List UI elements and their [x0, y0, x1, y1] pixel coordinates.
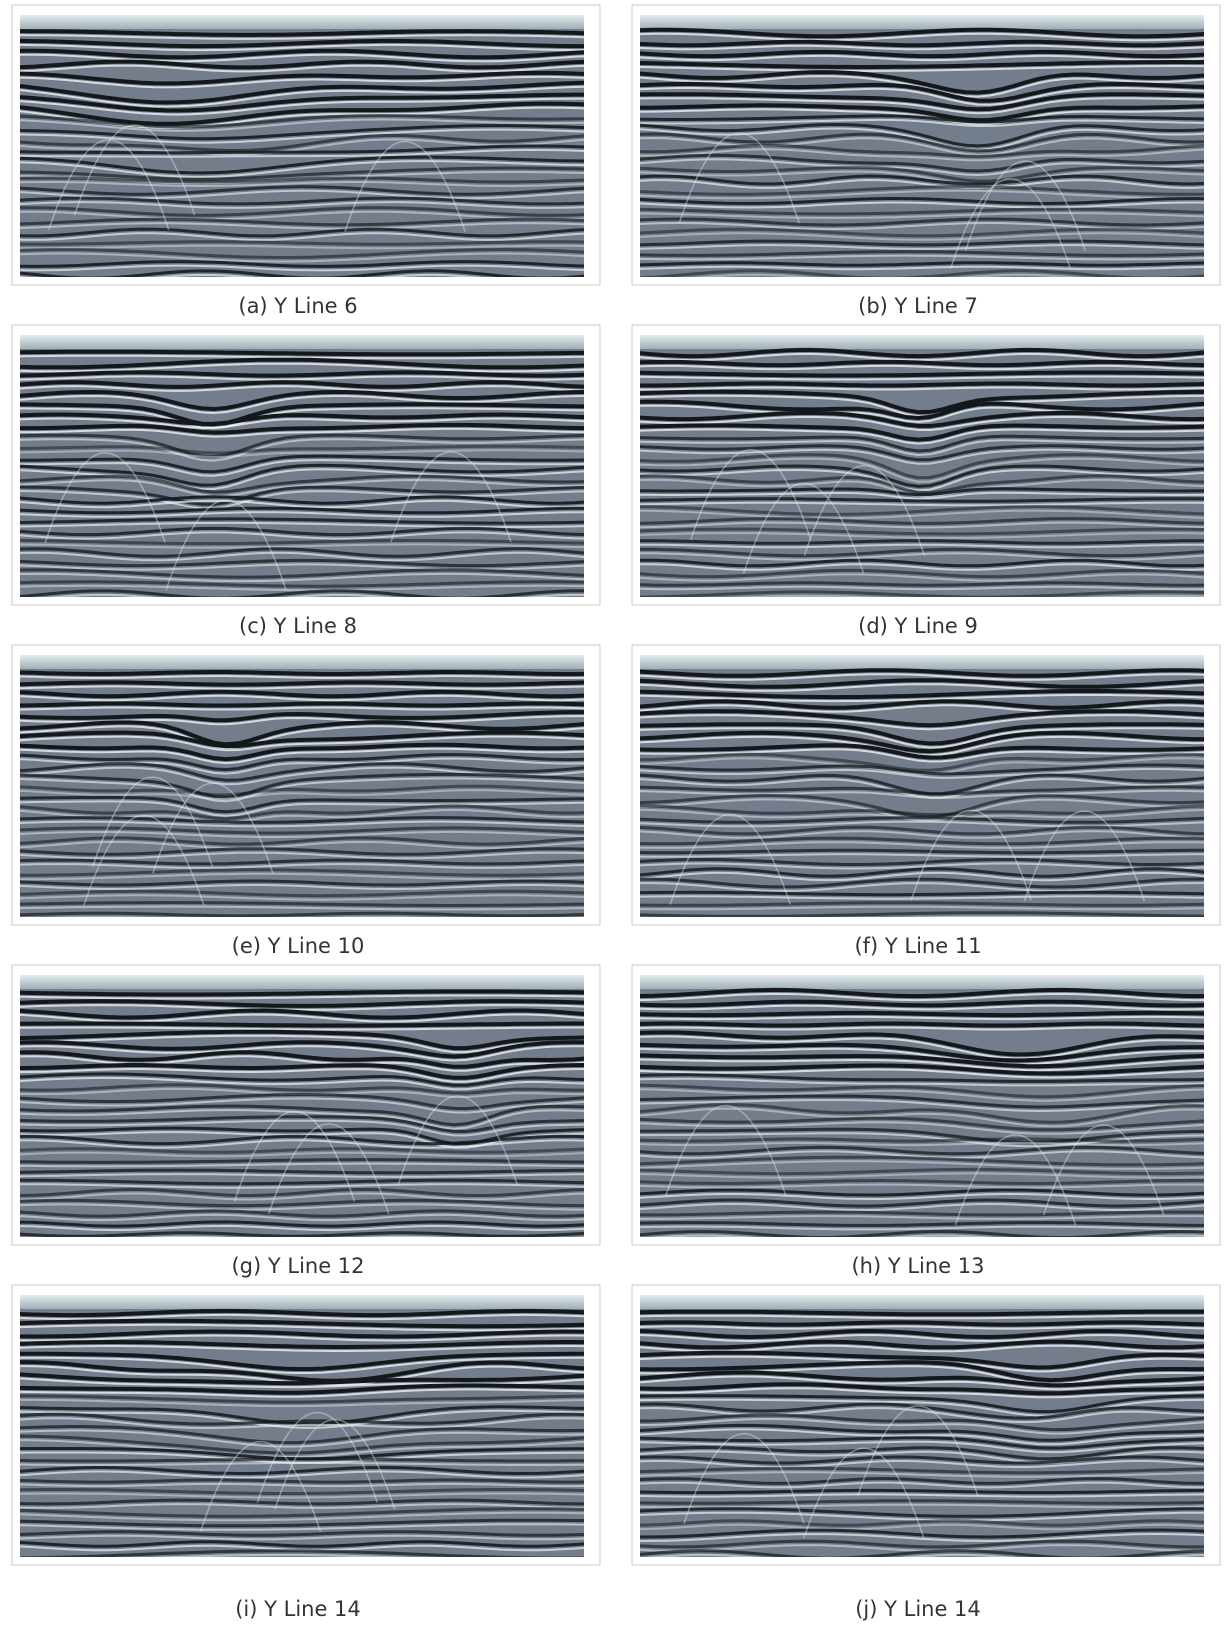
caption: (d) Y Line 9: [858, 614, 978, 638]
surface-band: [20, 15, 584, 29]
caption: (j) Y Line 14: [855, 1597, 981, 1621]
radargram-image: [630, 1295, 1206, 1562]
radargram-image: [630, 655, 1206, 920]
caption: (b) Y Line 7: [858, 294, 978, 318]
radargram-panel: [630, 325, 1220, 605]
surface-band: [640, 15, 1204, 29]
radargram-image: [10, 15, 586, 282]
caption: (a) Y Line 6: [238, 294, 357, 318]
dark-reflection: [10, 242, 586, 244]
radargram-panel: [10, 645, 600, 925]
surface-band: [20, 975, 584, 989]
surface-band: [20, 1295, 584, 1309]
radargram-panel: [630, 965, 1220, 1245]
radargram-panel: [10, 5, 600, 285]
caption: (i) Y Line 14: [235, 1597, 361, 1621]
radargram-panel: [10, 1285, 600, 1565]
dark-reflection: [10, 682, 586, 684]
surface-band: [20, 335, 584, 349]
caption: (e) Y Line 10: [232, 934, 365, 958]
figure: (a) Y Line 6 (b) Y Line 7 (c) Y Line 8 (d) …: [0, 0, 1231, 1633]
surface-band: [640, 1295, 1204, 1309]
caption: (f) Y Line 11: [854, 934, 981, 958]
dark-reflection: [630, 1322, 1206, 1324]
surface-band: [640, 335, 1204, 349]
dark-reflection: [10, 672, 586, 674]
radargram-panel: [630, 5, 1220, 285]
dark-reflection: [630, 384, 1206, 386]
surface-band: [20, 655, 584, 669]
dark-reflection: [10, 704, 586, 706]
page: (a) Y Line 6 (b) Y Line 7 (c) Y Line 8 (d) …: [0, 0, 1231, 1633]
radargram-panel: [630, 1285, 1220, 1565]
radargram-image: [10, 655, 586, 920]
radargram-image: [630, 335, 1206, 601]
dark-reflection: [10, 1024, 586, 1026]
radargram-image: [630, 15, 1206, 282]
surface-band: [640, 975, 1204, 989]
radargram-panel: [630, 645, 1220, 925]
caption: (c) Y Line 8: [239, 614, 357, 638]
caption: (h) Y Line 13: [851, 1254, 984, 1278]
dark-reflection: [630, 1013, 1206, 1015]
radargram-panel: [10, 965, 600, 1245]
caption: (g) Y Line 12: [231, 1254, 364, 1278]
dark-reflection: [630, 1024, 1206, 1026]
surface-band: [640, 655, 1204, 669]
radargram-panel: [10, 325, 600, 605]
radargram-image: [10, 335, 586, 602]
radargram-image: [630, 975, 1206, 1242]
radargram-image: [10, 975, 586, 1240]
radargram-image: [10, 1295, 586, 1562]
